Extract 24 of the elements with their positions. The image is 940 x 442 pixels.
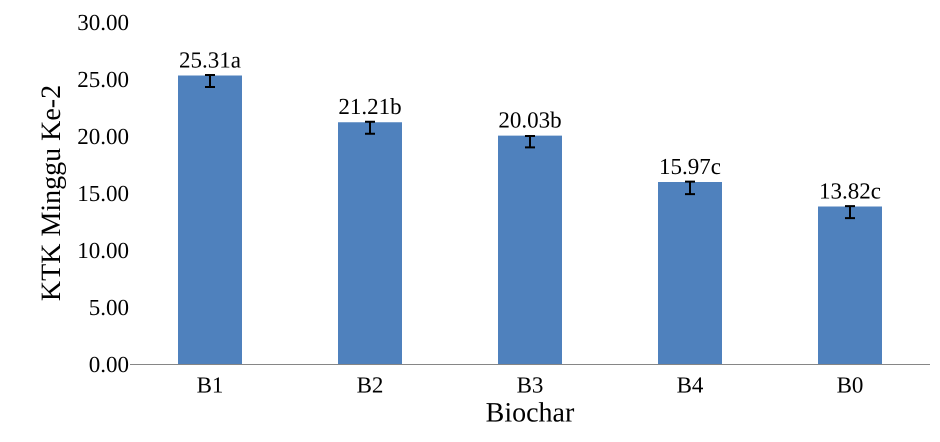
y-tick-label: 30.00 xyxy=(77,10,129,36)
data-label: 25.31a xyxy=(179,47,241,72)
x-tick-label: B2 xyxy=(356,372,384,398)
bar xyxy=(338,122,402,364)
y-axis-title: KTK Minggu Ke-2 xyxy=(36,84,67,302)
y-tick-label: 25.00 xyxy=(77,67,129,92)
y-tick-label: 20.00 xyxy=(77,124,129,150)
data-label: 15.97c xyxy=(659,154,721,179)
data-label: 20.03b xyxy=(498,108,562,133)
x-tick-label: B3 xyxy=(516,372,544,398)
x-tick-label: B4 xyxy=(676,372,704,398)
bar xyxy=(658,182,722,364)
bar xyxy=(818,206,882,364)
y-tick-label: 5.00 xyxy=(88,295,129,320)
y-tick-label: 10.00 xyxy=(77,238,129,264)
y-tick-label: 15.00 xyxy=(77,181,129,206)
data-label: 21.21b xyxy=(338,94,402,120)
bar xyxy=(498,136,562,364)
x-tick-label: B1 xyxy=(196,372,224,398)
y-tick-label: 0.00 xyxy=(88,352,129,378)
x-axis-title: Biochar xyxy=(486,398,575,429)
bar xyxy=(178,75,242,364)
data-label: 13.82c xyxy=(819,178,881,204)
x-tick-label: B0 xyxy=(836,372,864,398)
